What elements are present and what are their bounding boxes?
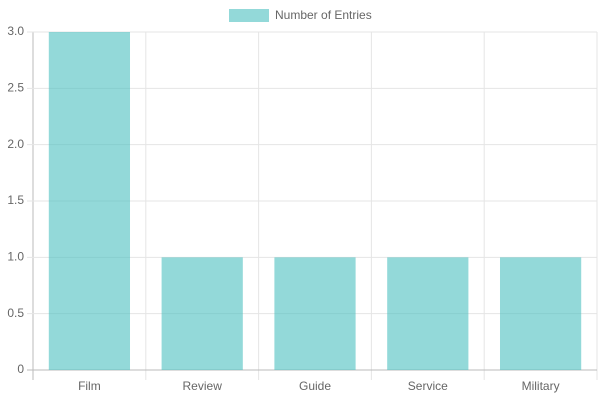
bar — [48, 32, 131, 370]
y-tick-label: 0 — [17, 362, 24, 376]
bar — [274, 257, 356, 370]
y-tick-label: 1.0 — [7, 250, 24, 264]
bar — [499, 257, 582, 370]
y-tick-label: 2.5 — [7, 81, 24, 95]
x-tick-label: Review — [183, 379, 223, 393]
bar — [387, 257, 469, 370]
y-tick-label: 0.5 — [7, 306, 24, 320]
y-tick-label: 1.5 — [7, 193, 24, 207]
x-tick-label: Military — [522, 379, 560, 393]
x-tick-label: Service — [408, 379, 448, 393]
bar — [161, 257, 243, 370]
y-tick-label: 2.0 — [7, 137, 24, 151]
legend-swatch — [229, 9, 269, 22]
legend-label: Number of Entries — [275, 8, 372, 22]
x-tick-label: Film — [78, 379, 101, 393]
y-tick-label: 3.0 — [7, 24, 24, 38]
x-tick-label: Guide — [299, 379, 331, 393]
